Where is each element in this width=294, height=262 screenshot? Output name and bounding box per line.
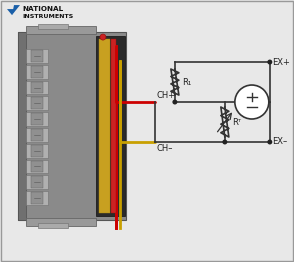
Circle shape — [267, 59, 272, 64]
Bar — [38, 24, 68, 29]
Bar — [26, 112, 48, 126]
Bar — [26, 160, 48, 173]
Bar — [26, 81, 48, 94]
Bar — [26, 191, 48, 205]
Bar — [38, 223, 68, 228]
Bar — [26, 128, 48, 142]
Bar — [31, 50, 43, 62]
Text: NATIONAL: NATIONAL — [22, 6, 63, 12]
Bar — [31, 66, 43, 78]
Bar — [26, 26, 96, 34]
Bar — [26, 49, 48, 63]
Circle shape — [100, 34, 106, 40]
Bar — [31, 129, 43, 141]
Bar — [31, 97, 43, 109]
Bar — [96, 36, 125, 216]
Bar — [26, 144, 48, 157]
Text: CH–: CH– — [157, 144, 173, 153]
Bar — [18, 32, 126, 220]
Bar — [26, 175, 48, 189]
Bar — [111, 39, 116, 213]
Text: EX+: EX+ — [272, 58, 290, 67]
Bar — [31, 192, 43, 204]
Text: EX–: EX– — [272, 138, 287, 146]
Bar — [18, 32, 26, 220]
Circle shape — [222, 139, 227, 144]
Bar — [31, 145, 43, 157]
Text: Rᵀ: Rᵀ — [232, 117, 241, 127]
Text: INSTRUMENTS: INSTRUMENTS — [22, 14, 73, 19]
Text: R₁: R₁ — [182, 78, 191, 86]
Circle shape — [267, 139, 272, 144]
Polygon shape — [12, 5, 20, 15]
Circle shape — [172, 100, 177, 105]
Bar — [99, 39, 110, 213]
Bar — [31, 161, 43, 172]
Bar — [31, 176, 43, 188]
Bar — [26, 96, 48, 110]
Bar — [26, 65, 48, 79]
Polygon shape — [7, 9, 15, 15]
Bar — [26, 218, 96, 226]
Bar — [31, 82, 43, 94]
Text: CH+: CH+ — [157, 91, 176, 100]
Bar — [31, 113, 43, 125]
Circle shape — [235, 85, 269, 119]
